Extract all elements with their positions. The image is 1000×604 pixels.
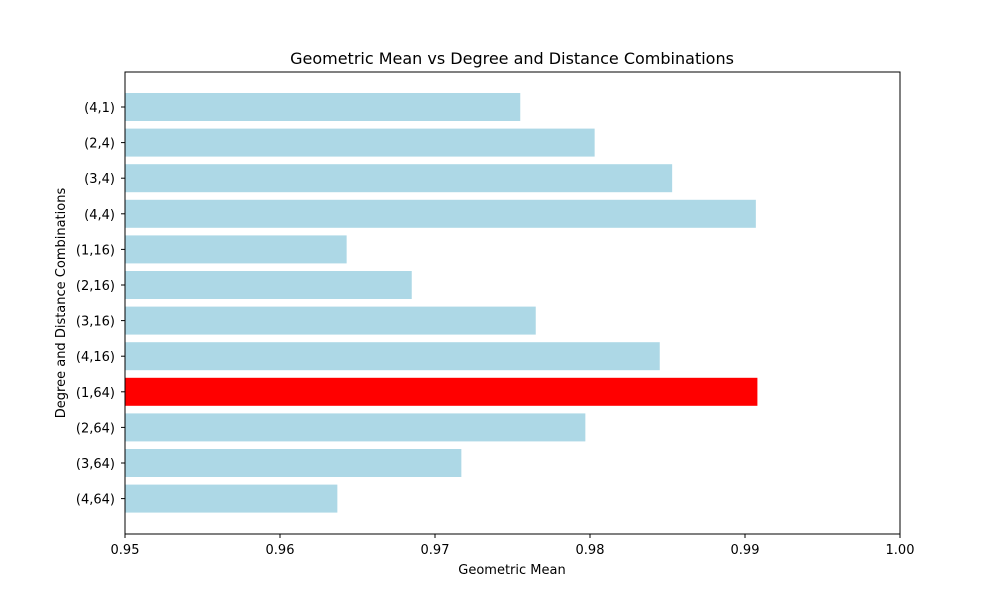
x-axis-label: Geometric Mean bbox=[458, 563, 565, 578]
y-ticks: (4,1) (2,4) (3,4) (4,4) (1,16) (2,16) (3,16) (4… bbox=[76, 101, 125, 508]
x-tick-label: 0.95 bbox=[111, 543, 140, 558]
bar bbox=[125, 342, 660, 371]
plot-frame bbox=[124, 71, 901, 535]
x-tick-label: 0.99 bbox=[731, 543, 760, 558]
y-tick-label: (4,16) bbox=[76, 350, 115, 365]
x-tick-label: 1.00 bbox=[886, 543, 915, 558]
y-tick-label: (1,64) bbox=[76, 386, 115, 401]
y-tick-label: (2,64) bbox=[76, 421, 115, 436]
bar bbox=[125, 484, 338, 513]
bar bbox=[125, 128, 595, 157]
bar bbox=[125, 449, 462, 477]
chart-title: Geometric Mean vs Degree and Distance Co… bbox=[290, 49, 734, 68]
bar bbox=[125, 413, 586, 442]
x-ticks: 0.95 0.96 0.97 0.98 0.99 1.00 bbox=[111, 534, 915, 558]
bars-layer bbox=[125, 93, 758, 513]
bar bbox=[125, 271, 412, 299]
x-tick-label: 0.97 bbox=[421, 543, 450, 558]
bar bbox=[125, 306, 536, 335]
y-tick-label: (3,64) bbox=[76, 457, 115, 472]
y-tick-label: (3,16) bbox=[76, 315, 115, 330]
y-tick-label: (1,16) bbox=[76, 243, 115, 258]
y-tick-label: (2,4) bbox=[84, 137, 115, 152]
x-tick-label: 0.96 bbox=[266, 543, 295, 558]
bar bbox=[125, 199, 756, 228]
y-tick-label: (4,4) bbox=[84, 208, 115, 223]
bar bbox=[125, 164, 673, 193]
y-axis-label: Degree and Distance Combinations bbox=[54, 188, 69, 419]
y-tick-label: (2,16) bbox=[76, 279, 115, 294]
bar bbox=[125, 235, 347, 264]
bar bbox=[125, 93, 521, 121]
y-tick-label: (4,64) bbox=[76, 493, 115, 508]
bar-highlighted bbox=[125, 377, 758, 406]
x-tick-label: 0.98 bbox=[576, 543, 605, 558]
y-tick-label: (3,4) bbox=[84, 172, 115, 187]
y-tick-label: (4,1) bbox=[84, 101, 115, 116]
